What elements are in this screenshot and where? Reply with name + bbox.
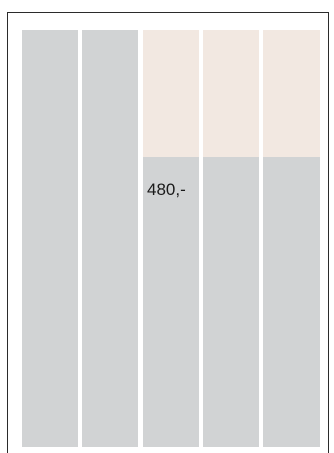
table-column-4 — [203, 30, 259, 447]
table-column-5 — [263, 30, 320, 447]
column-header-highlight — [143, 30, 199, 157]
column-header-highlight — [203, 30, 259, 157]
table-column-1 — [22, 30, 78, 447]
table-column-2 — [82, 30, 138, 447]
table-column-3: 480,- — [143, 30, 199, 447]
price-value: 480,- — [147, 180, 186, 199]
column-header-highlight — [263, 30, 320, 157]
